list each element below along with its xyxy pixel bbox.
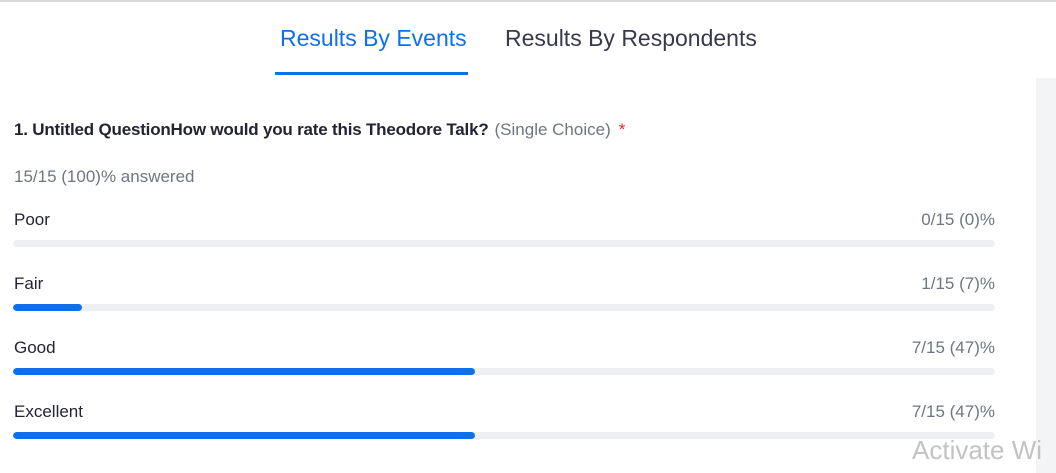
option-progress-track <box>13 368 995 375</box>
active-tab-indicator <box>275 72 468 75</box>
option-label: Fair <box>14 274 44 293</box>
required-mark: * <box>618 120 626 139</box>
tab-results-by-respondents[interactable]: Results By Respondents <box>505 25 757 51</box>
option-count: 7/15 (47)% <box>911 338 995 357</box>
option-progress-fill <box>13 368 475 375</box>
question-title: 1. Untitled QuestionHow would you rate t… <box>14 120 489 139</box>
activate-windows-watermark: Activate Wi <box>912 435 1043 465</box>
option-row-fair: Fair 1/15 (7)% <box>13 273 995 313</box>
question-heading: 1. Untitled QuestionHow would you rate t… <box>14 119 625 141</box>
option-row-poor: Poor 0/15 (0)% <box>13 209 995 249</box>
option-progress-fill <box>13 432 475 439</box>
question-type: (Single Choice) <box>494 120 611 139</box>
top-border <box>0 0 1056 2</box>
results-tabs: Results By Events Results By Respondents <box>0 0 1056 76</box>
option-label: Good <box>14 338 56 357</box>
option-progress-fill <box>13 304 82 311</box>
option-count: 7/15 (47)% <box>911 402 995 421</box>
option-progress-track <box>13 432 995 439</box>
option-label: Excellent <box>14 402 83 421</box>
option-progress-track <box>13 240 995 247</box>
option-row-good: Good 7/15 (47)% <box>13 337 995 377</box>
option-label: Poor <box>14 210 50 229</box>
option-count: 1/15 (7)% <box>921 274 995 293</box>
option-progress-track <box>13 304 995 311</box>
tab-results-by-events[interactable]: Results By Events <box>280 25 467 51</box>
answered-count: 15/15 (100)% answered <box>14 167 195 186</box>
option-row-excellent: Excellent 7/15 (47)% <box>13 401 995 441</box>
right-side-panel <box>1036 78 1056 473</box>
option-count: 0/15 (0)% <box>921 210 995 229</box>
